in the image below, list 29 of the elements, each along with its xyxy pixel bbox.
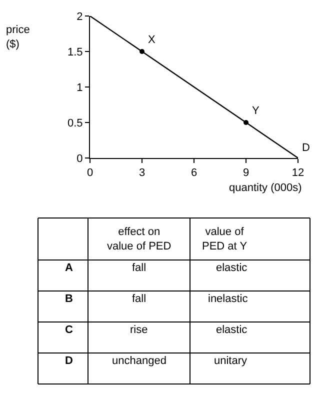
text: unitary [214,355,248,367]
y-tick-label: 0.5 [68,117,83,130]
text: fall [132,262,146,274]
annotation: Y [252,105,260,117]
y-tick-label: 2 [76,10,83,23]
text: elastic [216,324,248,336]
x-tick-label: 3 [138,167,146,180]
y-tick-label: 1 [76,82,83,94]
x-axis-title: quantity (000s) [229,182,302,194]
text: D [65,355,73,367]
text: elastic [216,262,248,274]
text: B [65,293,73,305]
y-tick-label: 1.5 [68,46,83,58]
annotation: D [302,142,310,154]
x-tick-label: 9 [242,167,250,180]
annotation: X [148,34,156,46]
text: unchanged [112,355,166,367]
text: effect on value of PED [107,226,172,252]
text: inelastic [208,293,248,305]
x-tick-label: 12 [292,167,304,180]
text: A [65,262,73,274]
text: fall [132,293,146,305]
x-tick-label: 6 [190,167,198,180]
text: rise [130,324,148,336]
x-tick-label: 0 [86,167,94,180]
y-axis-title: price ($) [6,24,30,50]
text: C [65,324,73,336]
y-tick-label: 0 [76,152,83,165]
text: value of PED at Y [202,226,248,252]
